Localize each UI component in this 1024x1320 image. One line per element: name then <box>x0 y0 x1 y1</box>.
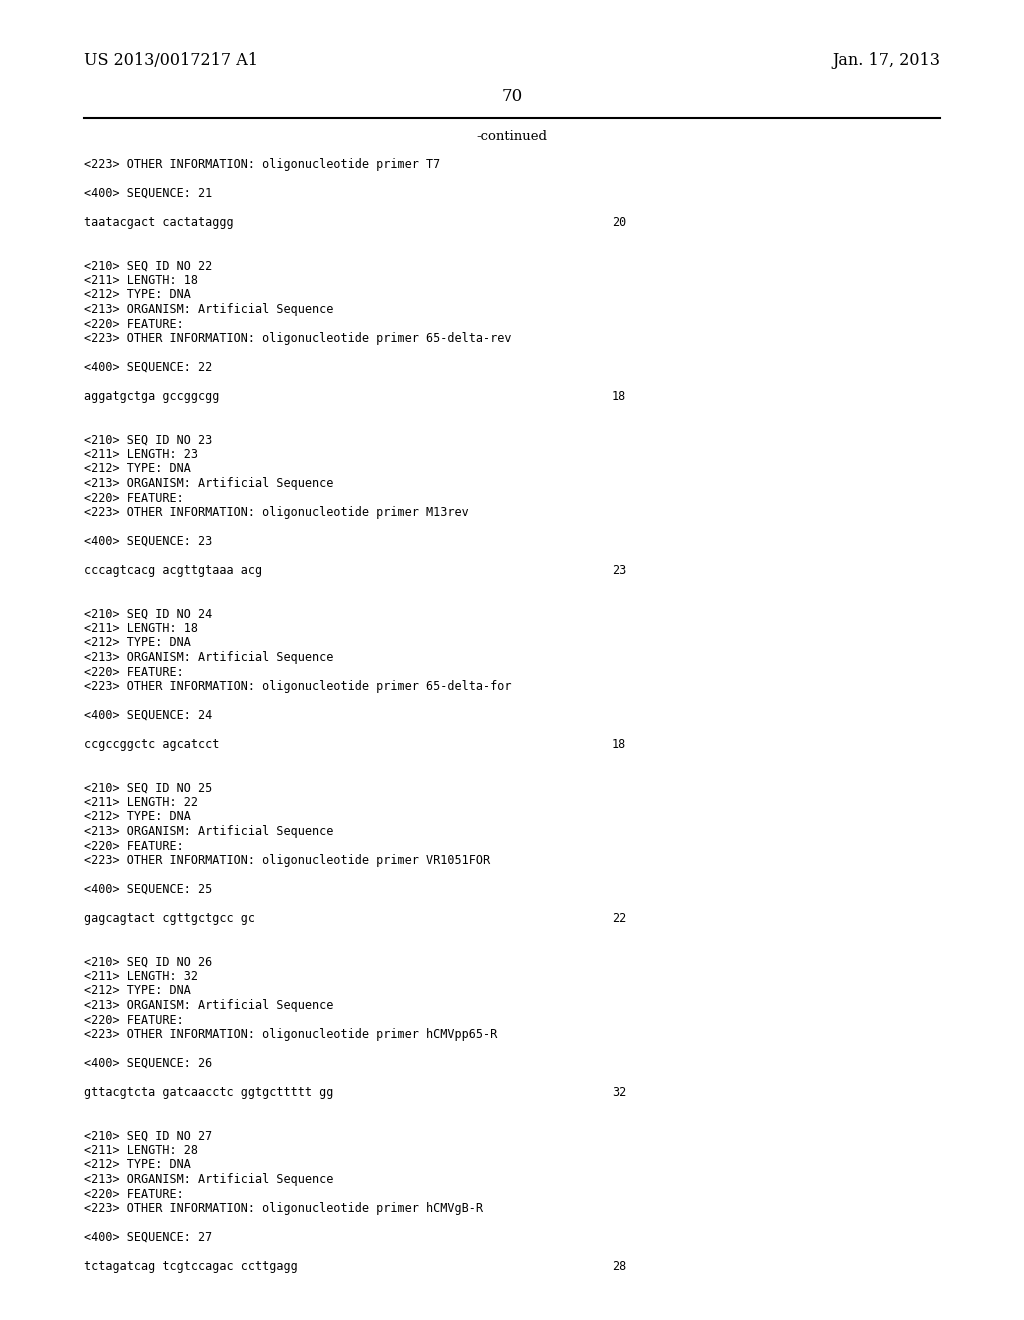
Text: <212> TYPE: DNA: <212> TYPE: DNA <box>84 462 190 475</box>
Text: <223> OTHER INFORMATION: oligonucleotide primer 65-delta-for: <223> OTHER INFORMATION: oligonucleotide… <box>84 680 512 693</box>
Text: cccagtcacg acgttgtaaa acg: cccagtcacg acgttgtaaa acg <box>84 564 262 577</box>
Text: <223> OTHER INFORMATION: oligonucleotide primer hCMVpp65-R: <223> OTHER INFORMATION: oligonucleotide… <box>84 1028 498 1041</box>
Text: gagcagtact cgttgctgcc gc: gagcagtact cgttgctgcc gc <box>84 912 255 925</box>
Text: <220> FEATURE:: <220> FEATURE: <box>84 1188 183 1200</box>
Text: <220> FEATURE:: <220> FEATURE: <box>84 665 183 678</box>
Text: <213> ORGANISM: Artificial Sequence: <213> ORGANISM: Artificial Sequence <box>84 825 334 838</box>
Text: <212> TYPE: DNA: <212> TYPE: DNA <box>84 636 190 649</box>
Text: <211> LENGTH: 23: <211> LENGTH: 23 <box>84 447 198 461</box>
Text: <220> FEATURE:: <220> FEATURE: <box>84 318 183 330</box>
Text: <210> SEQ ID NO 24: <210> SEQ ID NO 24 <box>84 607 212 620</box>
Text: <211> LENGTH: 32: <211> LENGTH: 32 <box>84 970 198 983</box>
Text: gttacgtcta gatcaacctc ggtgcttttt gg: gttacgtcta gatcaacctc ggtgcttttt gg <box>84 1086 334 1100</box>
Text: taatacgact cactataggg: taatacgact cactataggg <box>84 216 233 228</box>
Text: -continued: -continued <box>476 129 548 143</box>
Text: <400> SEQUENCE: 26: <400> SEQUENCE: 26 <box>84 1057 212 1071</box>
Text: <213> ORGANISM: Artificial Sequence: <213> ORGANISM: Artificial Sequence <box>84 999 334 1012</box>
Text: <211> LENGTH: 22: <211> LENGTH: 22 <box>84 796 198 809</box>
Text: <212> TYPE: DNA: <212> TYPE: DNA <box>84 289 190 301</box>
Text: ccgccggctc agcatcct: ccgccggctc agcatcct <box>84 738 219 751</box>
Text: <212> TYPE: DNA: <212> TYPE: DNA <box>84 985 190 998</box>
Text: US 2013/0017217 A1: US 2013/0017217 A1 <box>84 51 258 69</box>
Text: <213> ORGANISM: Artificial Sequence: <213> ORGANISM: Artificial Sequence <box>84 1173 334 1185</box>
Text: 18: 18 <box>612 389 627 403</box>
Text: <211> LENGTH: 28: <211> LENGTH: 28 <box>84 1144 198 1158</box>
Text: <212> TYPE: DNA: <212> TYPE: DNA <box>84 1159 190 1172</box>
Text: <223> OTHER INFORMATION: oligonucleotide primer hCMVgB-R: <223> OTHER INFORMATION: oligonucleotide… <box>84 1203 483 1214</box>
Text: <210> SEQ ID NO 23: <210> SEQ ID NO 23 <box>84 433 212 446</box>
Text: <400> SEQUENCE: 27: <400> SEQUENCE: 27 <box>84 1232 212 1243</box>
Text: <220> FEATURE:: <220> FEATURE: <box>84 1014 183 1027</box>
Text: <400> SEQUENCE: 21: <400> SEQUENCE: 21 <box>84 187 212 201</box>
Text: <210> SEQ ID NO 27: <210> SEQ ID NO 27 <box>84 1130 212 1143</box>
Text: <211> LENGTH: 18: <211> LENGTH: 18 <box>84 622 198 635</box>
Text: 20: 20 <box>612 216 627 228</box>
Text: <223> OTHER INFORMATION: oligonucleotide primer VR1051FOR: <223> OTHER INFORMATION: oligonucleotide… <box>84 854 490 867</box>
Text: <211> LENGTH: 18: <211> LENGTH: 18 <box>84 275 198 286</box>
Text: <220> FEATURE:: <220> FEATURE: <box>84 491 183 504</box>
Text: Jan. 17, 2013: Jan. 17, 2013 <box>831 51 940 69</box>
Text: 32: 32 <box>612 1086 627 1100</box>
Text: <212> TYPE: DNA: <212> TYPE: DNA <box>84 810 190 824</box>
Text: <210> SEQ ID NO 26: <210> SEQ ID NO 26 <box>84 956 212 969</box>
Text: <400> SEQUENCE: 25: <400> SEQUENCE: 25 <box>84 883 212 896</box>
Text: <213> ORGANISM: Artificial Sequence: <213> ORGANISM: Artificial Sequence <box>84 304 334 315</box>
Text: <213> ORGANISM: Artificial Sequence: <213> ORGANISM: Artificial Sequence <box>84 651 334 664</box>
Text: 28: 28 <box>612 1261 627 1272</box>
Text: <223> OTHER INFORMATION: oligonucleotide primer 65-delta-rev: <223> OTHER INFORMATION: oligonucleotide… <box>84 333 512 345</box>
Text: 23: 23 <box>612 564 627 577</box>
Text: <213> ORGANISM: Artificial Sequence: <213> ORGANISM: Artificial Sequence <box>84 477 334 490</box>
Text: <210> SEQ ID NO 22: <210> SEQ ID NO 22 <box>84 260 212 272</box>
Text: 70: 70 <box>502 88 522 106</box>
Text: <400> SEQUENCE: 24: <400> SEQUENCE: 24 <box>84 709 212 722</box>
Text: aggatgctga gccggcgg: aggatgctga gccggcgg <box>84 389 219 403</box>
Text: <223> OTHER INFORMATION: oligonucleotide primer T7: <223> OTHER INFORMATION: oligonucleotide… <box>84 158 440 172</box>
Text: <400> SEQUENCE: 23: <400> SEQUENCE: 23 <box>84 535 212 548</box>
Text: <400> SEQUENCE: 22: <400> SEQUENCE: 22 <box>84 360 212 374</box>
Text: <223> OTHER INFORMATION: oligonucleotide primer M13rev: <223> OTHER INFORMATION: oligonucleotide… <box>84 506 469 519</box>
Text: 18: 18 <box>612 738 627 751</box>
Text: tctagatcag tcgtccagac ccttgagg: tctagatcag tcgtccagac ccttgagg <box>84 1261 298 1272</box>
Text: <220> FEATURE:: <220> FEATURE: <box>84 840 183 853</box>
Text: <210> SEQ ID NO 25: <210> SEQ ID NO 25 <box>84 781 212 795</box>
Text: 22: 22 <box>612 912 627 925</box>
